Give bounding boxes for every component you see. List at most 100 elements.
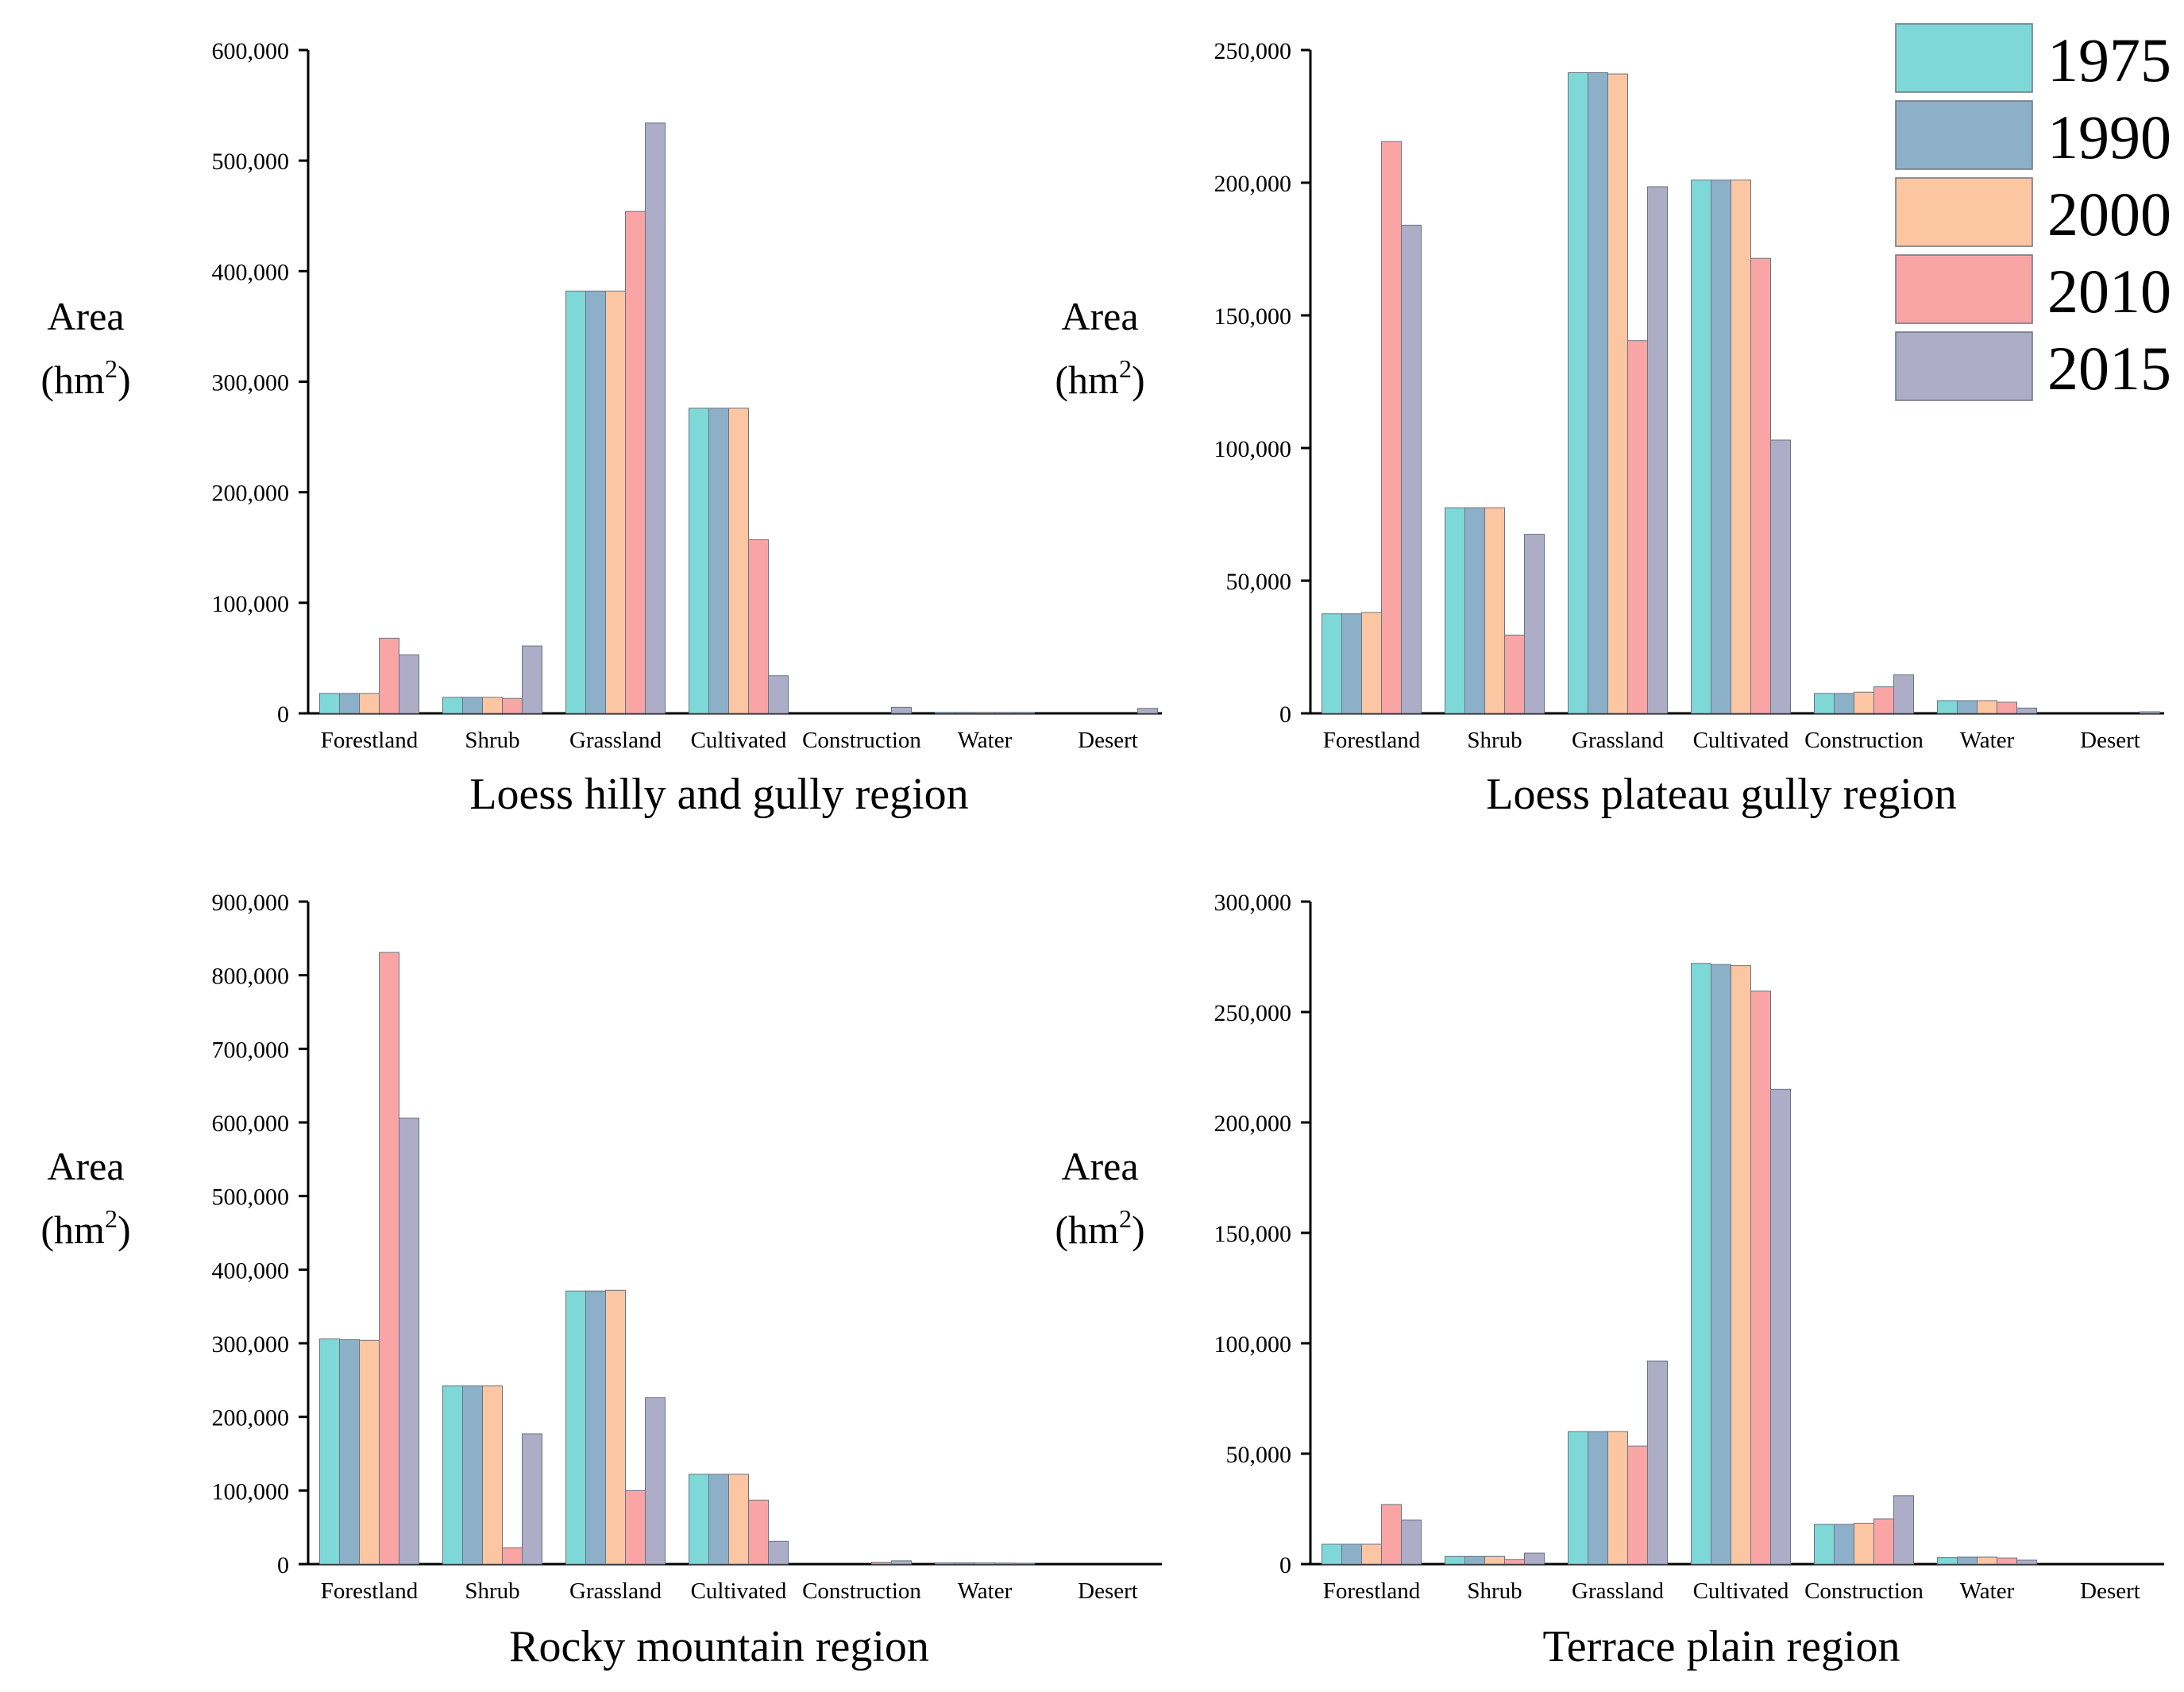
bar-forestland-2000 (1361, 612, 1382, 714)
bar-construction-2010 (871, 1562, 892, 1565)
bar-cultivated-2015 (1770, 439, 1791, 714)
category-label: Shrub (465, 1578, 519, 1604)
bar-water-2000 (974, 1562, 995, 1565)
bar-shrub-2015 (1524, 534, 1545, 714)
bar-cultivated-2000 (728, 1474, 749, 1565)
bar-water-1990 (1957, 700, 1978, 714)
category-label: Forestland (321, 1578, 419, 1604)
category-label: Desert (2080, 728, 2140, 753)
category-label: Forestland (1323, 728, 1421, 753)
bar-shrub-2015 (522, 1433, 542, 1565)
bar-shrub-2010 (502, 1547, 523, 1565)
y-tick-label: 300,000 (1214, 890, 1292, 916)
bar-cultivated-1990 (708, 408, 729, 714)
bar-cultivated-2000 (1731, 965, 1751, 1565)
bar-forestland-2000 (1361, 1543, 1382, 1565)
y-tick-label: 100,000 (1214, 436, 1292, 462)
bar-water-1975 (1937, 700, 1958, 714)
legend-label-2015: 2015 (2047, 334, 2171, 403)
legend-swatch-2000 (1895, 177, 2033, 247)
bar-grassland-2010 (1627, 1445, 1648, 1565)
y-tick-label: 250,000 (1214, 38, 1292, 64)
category-label: Desert (1078, 728, 1138, 753)
bar-shrub-1990 (1464, 507, 1485, 714)
panel-title: Rocky mountain region (509, 1622, 929, 1671)
y-axis-unit: (hm2) (1055, 354, 1144, 402)
y-tick-label: 50,000 (1226, 569, 1292, 595)
y-tick-label: 0 (1279, 1552, 1291, 1578)
chart-panel-3: 0 100,000 200,000 300,000 400,000 500,000 600,… (41, 890, 1162, 1671)
bar-forestland-2015 (399, 654, 419, 714)
y-tick-label: 800,000 (212, 964, 290, 990)
y-axis-unit: (hm2) (41, 1204, 130, 1252)
bar-construction-1990 (1834, 693, 1854, 714)
bar-forestland-1990 (339, 1339, 360, 1565)
y-axis-unit: (hm2) (41, 354, 130, 402)
panel-title: Loess plateau gully region (1486, 770, 1957, 819)
y-axis-title: Area (47, 294, 124, 338)
y-tick-label: 0 (277, 1552, 289, 1578)
category-label: Water (958, 1578, 1013, 1604)
y-tick-label: 250,000 (1214, 1000, 1292, 1026)
bar-forestland-2010 (1381, 141, 1402, 714)
bar-shrub-2015 (522, 645, 542, 714)
legend-label-1990: 1990 (2047, 102, 2171, 172)
y-tick-label: 0 (277, 701, 289, 728)
bar-grassland-2015 (645, 122, 666, 714)
y-tick-label: 300,000 (212, 370, 290, 396)
y-tick-label: 400,000 (212, 1257, 290, 1284)
bar-forestland-2015 (1401, 224, 1422, 714)
category-label: Cultivated (1693, 1578, 1789, 1604)
bar-cultivated-1990 (708, 1474, 729, 1565)
bar-construction-2010 (1873, 686, 1894, 714)
category-label: Forestland (1323, 1578, 1421, 1604)
category-label: Shrub (1467, 728, 1522, 753)
category-label: Water (958, 728, 1013, 753)
y-tick-label: 400,000 (212, 259, 290, 285)
bar-grassland-2010 (1627, 340, 1648, 714)
y-tick-label: 100,000 (212, 591, 290, 617)
legend-label-2010: 2010 (2047, 257, 2171, 326)
bar-water-1990 (955, 1562, 975, 1565)
bar-forestland-2015 (1401, 1519, 1422, 1565)
bar-shrub-1975 (1445, 507, 1465, 714)
y-tick-label: 150,000 (1214, 1221, 1292, 1247)
bar-cultivated-1975 (689, 1474, 709, 1565)
bar-desert-2015 (2140, 711, 2160, 714)
y-tick-label: 150,000 (1214, 303, 1292, 330)
category-label: Grassland (569, 728, 662, 753)
bar-forestland-2010 (1381, 1504, 1402, 1565)
category-label: Cultivated (691, 1578, 787, 1604)
bar-water-2015 (1014, 1563, 1035, 1565)
category-label: Grassland (569, 1578, 662, 1604)
bar-cultivated-2015 (1770, 1088, 1791, 1565)
category-label: Construction (1804, 728, 1924, 753)
bar-desert-2015 (1137, 708, 1158, 714)
bar-grassland-2015 (1647, 1360, 1668, 1565)
bar-water-1975 (935, 1562, 955, 1565)
bar-shrub-2015 (1524, 1552, 1545, 1565)
bar-forestland-2015 (399, 1117, 419, 1565)
bar-forestland-2000 (359, 693, 380, 714)
bar-grassland-1975 (565, 1290, 586, 1565)
bar-shrub-1975 (442, 697, 463, 714)
category-label: Cultivated (691, 728, 787, 753)
y-tick-label: 200,000 (1214, 1111, 1292, 1137)
category-label: Shrub (1467, 1578, 1522, 1604)
bar-construction-2000 (1854, 691, 1874, 714)
y-tick-label: 900,000 (212, 890, 290, 916)
bar-grassland-2000 (1607, 73, 1628, 714)
category-label: Shrub (465, 728, 519, 753)
bar-water-2015 (2016, 1559, 2037, 1565)
bar-grassland-2010 (625, 1489, 646, 1565)
bar-water-2015 (2016, 707, 2037, 714)
bar-shrub-2010 (502, 697, 523, 714)
y-tick-label: 700,000 (212, 1037, 290, 1063)
y-axis-title: Area (1061, 294, 1138, 338)
bar-construction-2010 (1873, 1518, 1894, 1565)
bar-water-1990 (1957, 1556, 1978, 1565)
category-label: Construction (1804, 1578, 1924, 1604)
bar-forestland-1975 (319, 1338, 340, 1565)
bar-grassland-1990 (585, 1290, 606, 1565)
